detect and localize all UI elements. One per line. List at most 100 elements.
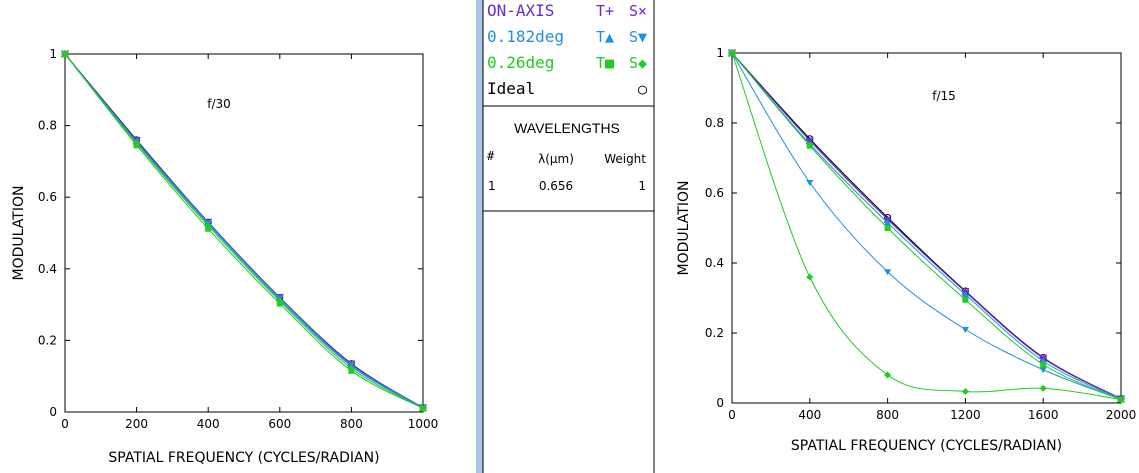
data-point [204, 222, 212, 230]
x-tick-label: 1600 [1028, 408, 1059, 422]
x-tick-label: 1200 [950, 408, 981, 422]
data-point [806, 142, 813, 149]
legend-row-on-axis: ON-AXIS T+ S× [487, 1, 647, 20]
x-tick-label: 200 [125, 417, 148, 431]
data-point [133, 140, 141, 147]
wavelengths-row-lambda: 0.656 [539, 179, 573, 193]
legend-s-symbol: S▼ [629, 28, 647, 46]
series-line [64, 53, 424, 409]
series-line [731, 52, 1122, 400]
data-point [884, 371, 892, 379]
mtf-chart-f15: 0 400 800 1200 1600 2000 0 0.2 0.4 0.6 0.8 1 SPATIAL… [676, 46, 1136, 454]
series-0-182deg-s [728, 50, 1125, 403]
series-on-axis-t [61, 50, 427, 412]
legend-t-symbol: T▲ [596, 28, 614, 46]
series-line [731, 52, 1122, 400]
series-line [731, 52, 1122, 400]
legend-panel: ON-AXIS T+ S× 0.182deg T▲ S▼ 0.26deg T■ S◆ Ideal ○… [476, 0, 655, 473]
series-line [731, 52, 1122, 400]
f-number-annotation: f/15 [932, 89, 956, 103]
series-line [731, 52, 1122, 400]
series-line [64, 53, 424, 409]
y-tick-label: 0.8 [705, 116, 724, 130]
x-tick-label: 800 [340, 417, 363, 431]
legend-t-symbol: T+ [596, 2, 614, 20]
x-tick-label: 400 [197, 417, 220, 431]
legend-s-symbol: S× [629, 2, 647, 20]
x-tick-label: 0 [728, 408, 736, 422]
series-line [731, 52, 1122, 400]
data-point [276, 297, 284, 305]
legend-label: 0.182deg [487, 27, 564, 46]
x-axis-label: SPATIAL FREQUENCY (CYCLES/RADIAN) [108, 450, 379, 466]
y-tick-label: 0.2 [705, 326, 724, 340]
series-0-182deg-t [728, 49, 1125, 402]
data-point [961, 387, 969, 395]
legend-label: 0.26deg [487, 53, 554, 72]
data-point [419, 404, 427, 412]
series-ideal [61, 50, 427, 412]
series-line [64, 53, 424, 409]
plot-frame [731, 52, 1122, 404]
x-tick-label: 600 [268, 417, 291, 431]
wavelengths-title: WAVELENGTHS [514, 120, 620, 136]
mtf-chart-f30: 0 200 400 600 800 1000 0 0.2 0.4 0.6 0.8 1 SPATIAL F… [11, 47, 438, 466]
y-axis-label: MODULATION [11, 186, 27, 281]
legend-row-ideal: Ideal ○ [487, 79, 647, 98]
y-tick-label: 0.2 [38, 333, 57, 347]
data-point [884, 219, 892, 226]
y-tick-label: 0.4 [705, 256, 724, 270]
legend-row-0-26deg: 0.26deg T■ S◆ [487, 53, 647, 72]
data-point [1117, 396, 1125, 403]
wavelengths-header-weight: Weight [604, 152, 646, 166]
legend-s-symbol: S◆ [629, 54, 647, 72]
series-on-axis-s [728, 49, 1125, 403]
series-0-26deg-t [62, 51, 426, 412]
x-tick-label: 400 [798, 408, 821, 422]
series-line [731, 52, 1122, 400]
f-number-annotation: f/30 [207, 97, 231, 111]
y-axis-label: MODULATION [676, 181, 692, 276]
series-0-26deg-t [729, 50, 1124, 403]
y-tick-label: 0.4 [38, 262, 57, 276]
series-0-182deg-s [61, 51, 427, 412]
series-line [64, 53, 424, 409]
series-legend: ON-AXIS T+ S× 0.182deg T▲ S▼ 0.26deg T■ S◆ Ideal ○ [487, 1, 647, 98]
series-line [64, 53, 424, 409]
series-on-axis-s [61, 50, 427, 412]
series-line [64, 53, 424, 409]
x-tick-label: 2000 [1106, 408, 1137, 422]
data-point [884, 225, 891, 231]
x-tick-label: 0 [61, 417, 69, 431]
y-tick-label: 0.8 [38, 119, 57, 133]
series-0-182deg-t [61, 50, 427, 411]
data-point [728, 49, 736, 57]
series-ideal [728, 49, 1125, 403]
wavelengths-header-index: # [487, 149, 495, 163]
x-axis-label: SPATIAL FREQUENCY (CYCLES/RADIAN) [791, 438, 1062, 454]
y-tick-label: 0.6 [38, 190, 57, 204]
plot-frame [64, 53, 424, 413]
y-tick-label: 1 [716, 46, 724, 60]
y-tick-label: 0.6 [705, 186, 724, 200]
data-point [1039, 367, 1047, 374]
legend-label: ON-AXIS [487, 1, 554, 20]
legend-row-0-182deg: 0.182deg T▲ S▼ [487, 27, 647, 46]
data-point [884, 269, 892, 276]
data-point [806, 180, 814, 186]
data-point [961, 291, 969, 297]
y-tick-label: 0 [49, 405, 57, 419]
data-point [806, 273, 814, 281]
series-0-26deg-s [61, 50, 427, 412]
legend-s-symbol: ○ [638, 80, 647, 98]
data-point [1040, 361, 1047, 368]
series-line [64, 53, 424, 409]
y-tick-label: 1 [49, 47, 57, 61]
wavelengths-row-weight: 1 [638, 179, 646, 193]
data-point [961, 327, 969, 333]
data-point [1039, 384, 1047, 392]
wavelengths-header-lambda: λ(μm) [538, 152, 574, 166]
x-tick-label: 800 [876, 408, 899, 422]
legend-label: Ideal [487, 79, 535, 98]
